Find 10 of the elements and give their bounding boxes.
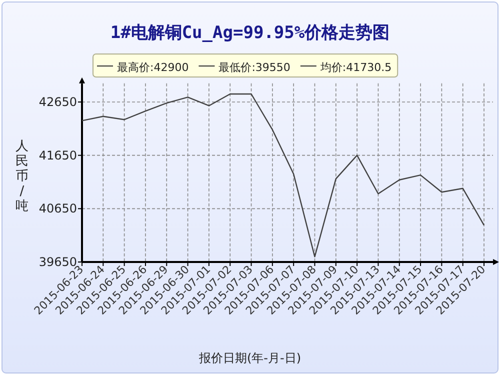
y-tick-label: 40650 — [38, 202, 77, 216]
y-tick-label: 41650 — [38, 148, 77, 162]
y-axis-title: 人民币/吨 — [16, 139, 28, 214]
chart-title: 1#电解铜Cu_Ag=99.95%价格走势图 — [110, 23, 390, 43]
y-tick-label: 42650 — [38, 95, 77, 109]
text: 均价:41730.5 — [319, 61, 392, 74]
text: 最低价:39550 — [218, 61, 290, 74]
x-axis-title: 报价日期(年-月-日) — [198, 351, 302, 365]
text: 最高价:42900 — [117, 61, 189, 74]
line-series — [81, 93, 485, 258]
